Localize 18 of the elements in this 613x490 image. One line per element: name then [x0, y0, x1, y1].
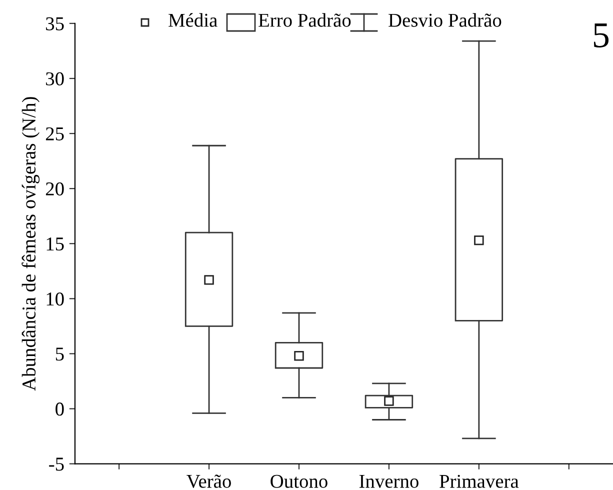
annotation: Média — [168, 13, 218, 27]
x-tick-label: Outono — [270, 474, 328, 488]
y-tick-label: 0 — [56, 402, 64, 416]
y-tick-label: 15 — [46, 238, 64, 251]
y-axis-title: Abundância de fêmeas ovígeras (N/h) — [22, 97, 40, 391]
x-tick-label: Verão — [186, 474, 231, 488]
y-tick-label: 5 — [56, 348, 64, 361]
y-tick-label: 35 — [46, 17, 64, 30]
y-tick-label: 10 — [46, 292, 64, 306]
y-tick-label: 20 — [46, 182, 64, 196]
y-tick-label: -5 — [49, 458, 64, 471]
annotation: Erro Padrão — [258, 13, 351, 27]
annotation: Desvio Padrão — [388, 13, 502, 27]
x-tick-label: Inverno — [359, 474, 418, 488]
x-tick-label: Primavera — [440, 474, 519, 488]
y-tick-label: 30 — [46, 72, 64, 86]
annotation: 5 — [594, 23, 609, 48]
y-tick-label: 25 — [46, 127, 64, 140]
